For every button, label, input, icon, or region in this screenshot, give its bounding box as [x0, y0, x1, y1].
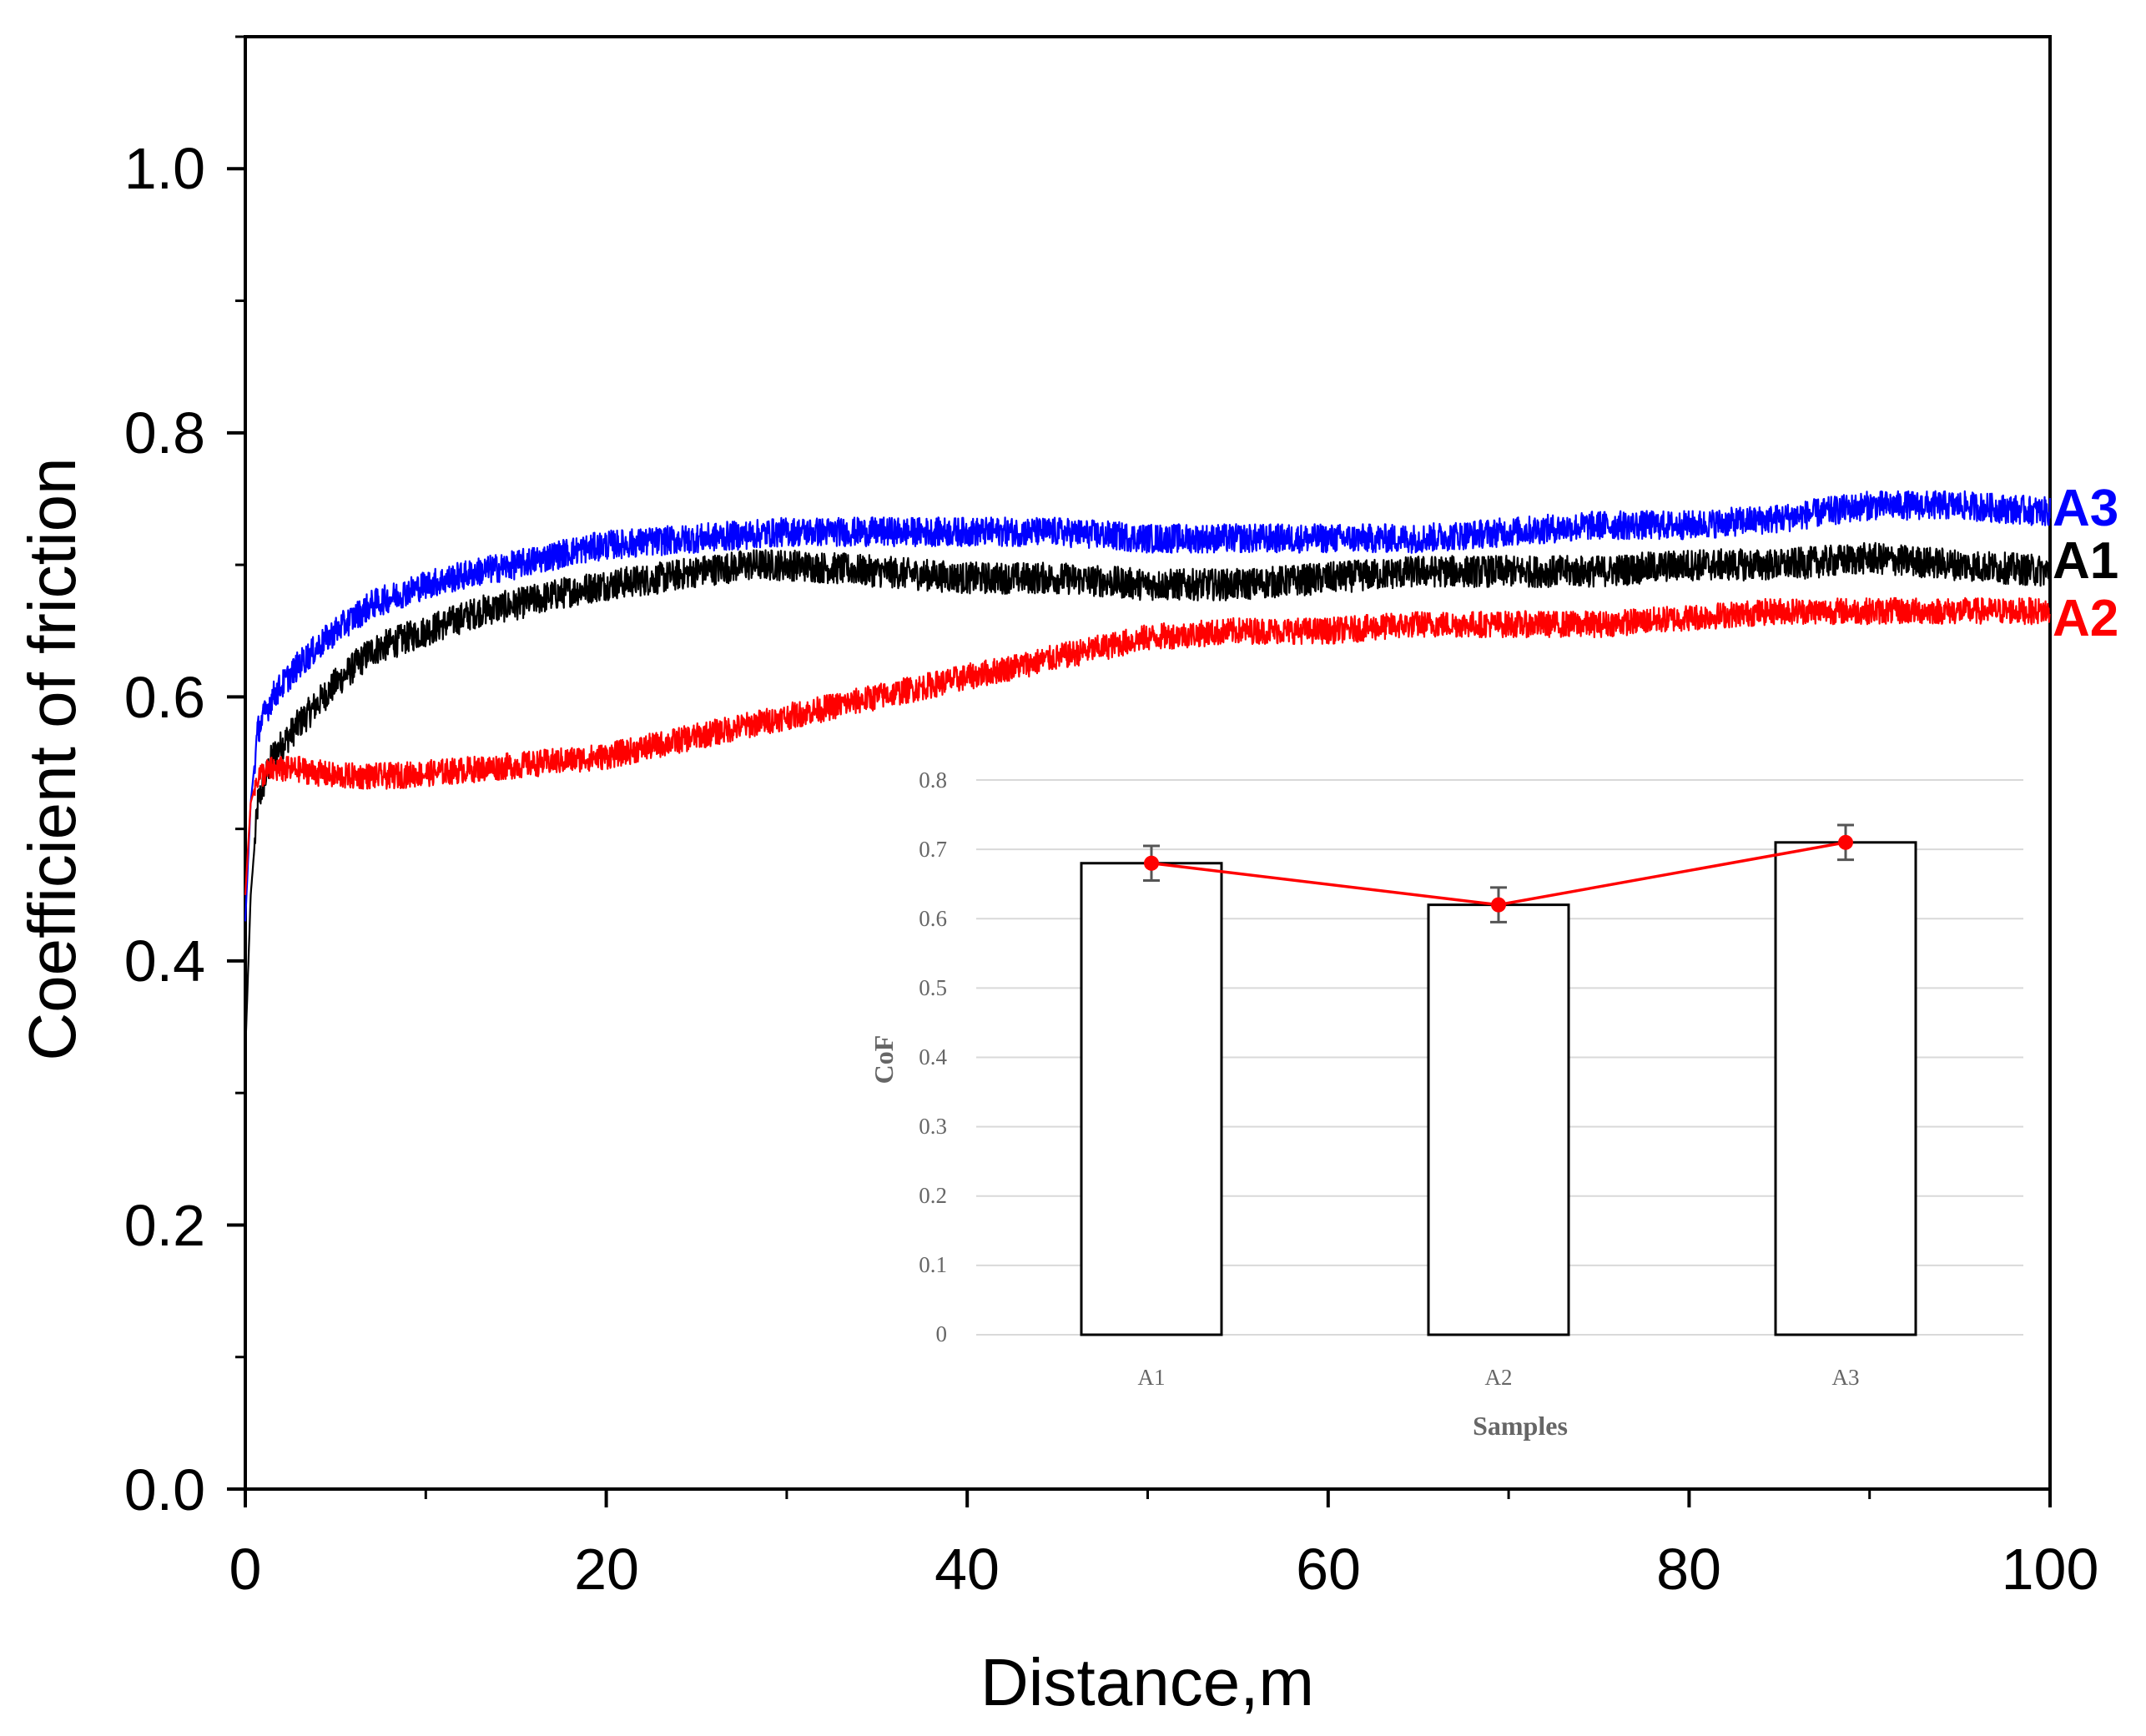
inset-y-tick-label: 0.4 [919, 1044, 947, 1069]
inset-marker-a3 [1838, 834, 1853, 850]
y-tick-label: 0.6 [124, 665, 205, 730]
inset-y-tick-labels: 0 0.1 0.2 0.3 0.4 0.5 0.6 0.7 0.8 [919, 767, 947, 1346]
series-line-a2 [244, 596, 2052, 895]
x-tick-label: 40 [934, 1537, 1000, 1602]
inset-y-tick-label: 0.8 [919, 767, 947, 793]
y-tick-label: 0.0 [124, 1457, 205, 1522]
y-axis-title: Coefficient of friction [15, 457, 89, 1060]
x-tick-label: 60 [1296, 1537, 1361, 1602]
inset-overlay-line [1143, 823, 1854, 923]
x-tick-label: 80 [1656, 1537, 1721, 1602]
series-label-a1: A1 [2053, 532, 2118, 590]
y-tick-label: 0.2 [124, 1193, 205, 1258]
x-tick-label: 100 [2002, 1537, 2099, 1602]
inset-y-tick-label: 0 [936, 1321, 948, 1346]
main-series-group [244, 490, 2052, 1054]
inset-y-tick-label: 0.7 [919, 837, 947, 862]
y-tick-label: 0.4 [124, 928, 205, 994]
main-x-tick-labels: 0 20 40 60 80 100 [229, 1537, 2099, 1602]
inset-y-tick-label: 0.3 [919, 1114, 947, 1139]
main-axes-ticks [227, 35, 2052, 1507]
series-line-a3 [244, 490, 2052, 922]
inset-y-tick-label: 0.2 [919, 1183, 947, 1208]
inset-x-tick-label: A2 [1485, 1365, 1513, 1390]
inset-y-tick-label: 0.5 [919, 975, 947, 1000]
inset-bar-a1 [1080, 862, 1223, 1336]
y-tick-label: 0.8 [124, 400, 205, 465]
inset-x-tick-label: A1 [1138, 1365, 1166, 1390]
inset-marker-a1 [1144, 855, 1159, 871]
inset-y-tick-label: 0.1 [919, 1252, 947, 1277]
inset-bar-a2 [1427, 903, 1570, 1336]
inset-y-tick-label: 0.6 [919, 906, 947, 931]
series-label-a3: A3 [2053, 480, 2118, 537]
series-line-a1 [244, 541, 2052, 1054]
inset-y-axis-title: CoF [869, 1035, 899, 1084]
y-tick-label: 1.0 [124, 136, 205, 201]
main-y-tick-labels: 0.0 0.2 0.4 0.6 0.8 1.0 [124, 136, 205, 1522]
inset-x-axis-title: Samples [1473, 1411, 1568, 1441]
inset-x-tick-labels: A1 A2 A3 [1138, 1365, 1860, 1390]
inset-x-tick-label: A3 [1832, 1365, 1860, 1390]
inset-bar-a3 [1774, 841, 1917, 1336]
inset-bars [1080, 841, 1917, 1336]
inset-marker-a2 [1491, 897, 1506, 913]
series-label-a2: A2 [2053, 590, 2118, 647]
x-axis-title: Distance,m [980, 1645, 1314, 1719]
x-tick-label: 0 [229, 1537, 262, 1602]
x-tick-label: 20 [574, 1537, 639, 1602]
inset-chart: 0 0.1 0.2 0.3 0.4 0.5 0.6 0.7 0.8 A1 A2 … [864, 755, 2032, 1472]
